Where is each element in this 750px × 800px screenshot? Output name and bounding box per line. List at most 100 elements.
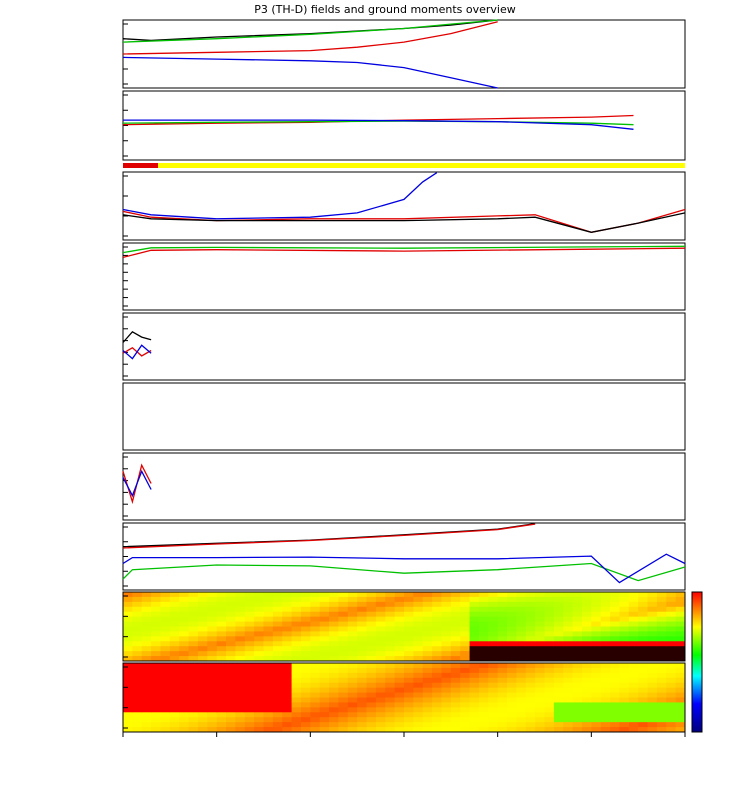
spectrogram-cell [422, 646, 433, 652]
spectrogram-cell [619, 626, 630, 632]
spectrogram-cell [404, 682, 414, 689]
spectrogram-cell [169, 687, 180, 694]
spectrogram-cell [366, 636, 377, 642]
spectrogram-cell [619, 682, 630, 689]
spectrogram-cell [216, 651, 227, 657]
spectrogram-cell [235, 702, 246, 708]
spectrogram-cell [179, 646, 190, 652]
spectrogram-cell [179, 697, 190, 703]
spectrogram-cell [647, 667, 658, 674]
spectrogram-cell [572, 702, 583, 708]
spectrogram-cell [600, 702, 611, 708]
spectrogram-cell [516, 606, 527, 613]
spectrogram-cell [291, 702, 302, 708]
spectrogram-cell [422, 727, 433, 733]
spectrogram-cell [132, 712, 143, 718]
spectrogram-cell [394, 672, 405, 679]
spectrogram-cell [235, 663, 246, 669]
spectrogram-cell [310, 672, 321, 679]
spectrogram-cell [638, 606, 649, 613]
spectrogram-cell [394, 641, 405, 647]
spectrogram-cell [338, 636, 349, 642]
spectrogram-cell [647, 641, 658, 647]
spectrogram-cell [544, 611, 555, 618]
spectrogram-cell [300, 646, 311, 652]
spectrogram-cell [638, 722, 649, 728]
spectrogram-cell [638, 601, 649, 608]
spectrogram-cell [581, 722, 592, 728]
spectrogram-cell [591, 646, 602, 652]
spectrogram-cell [291, 651, 302, 657]
spectrogram-cell [179, 677, 190, 684]
spectrogram-cell [385, 592, 396, 598]
spectrogram-cell [347, 717, 358, 723]
spectrogram-cell [394, 677, 405, 684]
spectrogram-cell [207, 651, 218, 657]
spectrogram-cell [338, 722, 349, 728]
spectrogram-cell [226, 636, 236, 642]
spectrogram-cell [488, 663, 499, 669]
spectrogram-cell [450, 712, 461, 718]
spectrogram-cell [647, 651, 658, 657]
spectrogram-cell [441, 606, 452, 613]
spectrogram-cell [675, 616, 686, 623]
spectrogram-cell [385, 641, 396, 647]
panel-density [122, 171, 686, 241]
spectrogram-cell [197, 596, 208, 603]
spectrogram-cell [404, 727, 414, 733]
spectrogram-cell [244, 663, 255, 669]
spectrogram-cell [656, 592, 667, 598]
spectrogram-cell [535, 636, 545, 642]
spectrogram-cell [516, 626, 527, 632]
spectrogram-cell [254, 667, 264, 674]
spectrogram-cell [478, 651, 489, 657]
spectrogram-cell [254, 727, 264, 733]
spectrogram-cell [516, 663, 527, 669]
spectrogram-cell [441, 702, 452, 708]
spectrogram-cell [141, 646, 152, 652]
spectrogram-cell [338, 596, 349, 603]
spectrogram-cell [535, 687, 545, 694]
spectrogram-cell [188, 656, 199, 662]
spectrogram-cell [263, 631, 274, 637]
spectrogram-cell [226, 601, 236, 608]
spectrogram-cell [619, 672, 630, 679]
spectrogram-cell [188, 621, 199, 627]
spectrogram-cell [666, 682, 677, 689]
spectrogram-cell [263, 672, 274, 679]
spectrogram-cell [179, 667, 190, 674]
spectrogram-cell [300, 616, 311, 623]
spectrogram-cell [310, 606, 321, 613]
spectrogram-cell [460, 722, 471, 728]
spectrogram-cell [647, 707, 658, 713]
spectrogram-cell [535, 626, 545, 632]
spectrogram-cell [132, 646, 143, 652]
spectrogram-cell [329, 727, 339, 733]
panel-frame [122, 19, 686, 89]
spectrogram-cell [507, 626, 517, 632]
spectrogram-cell [432, 697, 442, 703]
spectrogram-cell [160, 606, 171, 613]
spectrogram-cell [300, 687, 311, 694]
spectrogram-cell [460, 727, 471, 733]
spectrogram-cell [628, 616, 639, 623]
spectrogram-cell [375, 707, 386, 713]
spectrogram-cell [610, 717, 620, 723]
spectrogram-cell [197, 697, 208, 703]
spectrogram-cell [347, 707, 358, 713]
spectrogram-cell [385, 722, 396, 728]
spectrogram-cell [478, 596, 489, 603]
spectrogram-cell [179, 722, 190, 728]
spectrogram-cell [226, 697, 236, 703]
spectrogram-cell [478, 717, 489, 723]
spectrogram-cell [516, 601, 527, 608]
spectrogram-cell [244, 656, 255, 662]
spectrogram-cell [441, 717, 452, 723]
spectrogram-cell [497, 611, 508, 618]
spectrogram-cell [319, 651, 330, 657]
spectrogram-cell [141, 663, 152, 669]
series-line-Te⊥ [122, 247, 686, 259]
spectrogram-cell [525, 722, 536, 728]
spectrogram-cell [123, 611, 133, 618]
spectrogram-cell [507, 707, 517, 713]
